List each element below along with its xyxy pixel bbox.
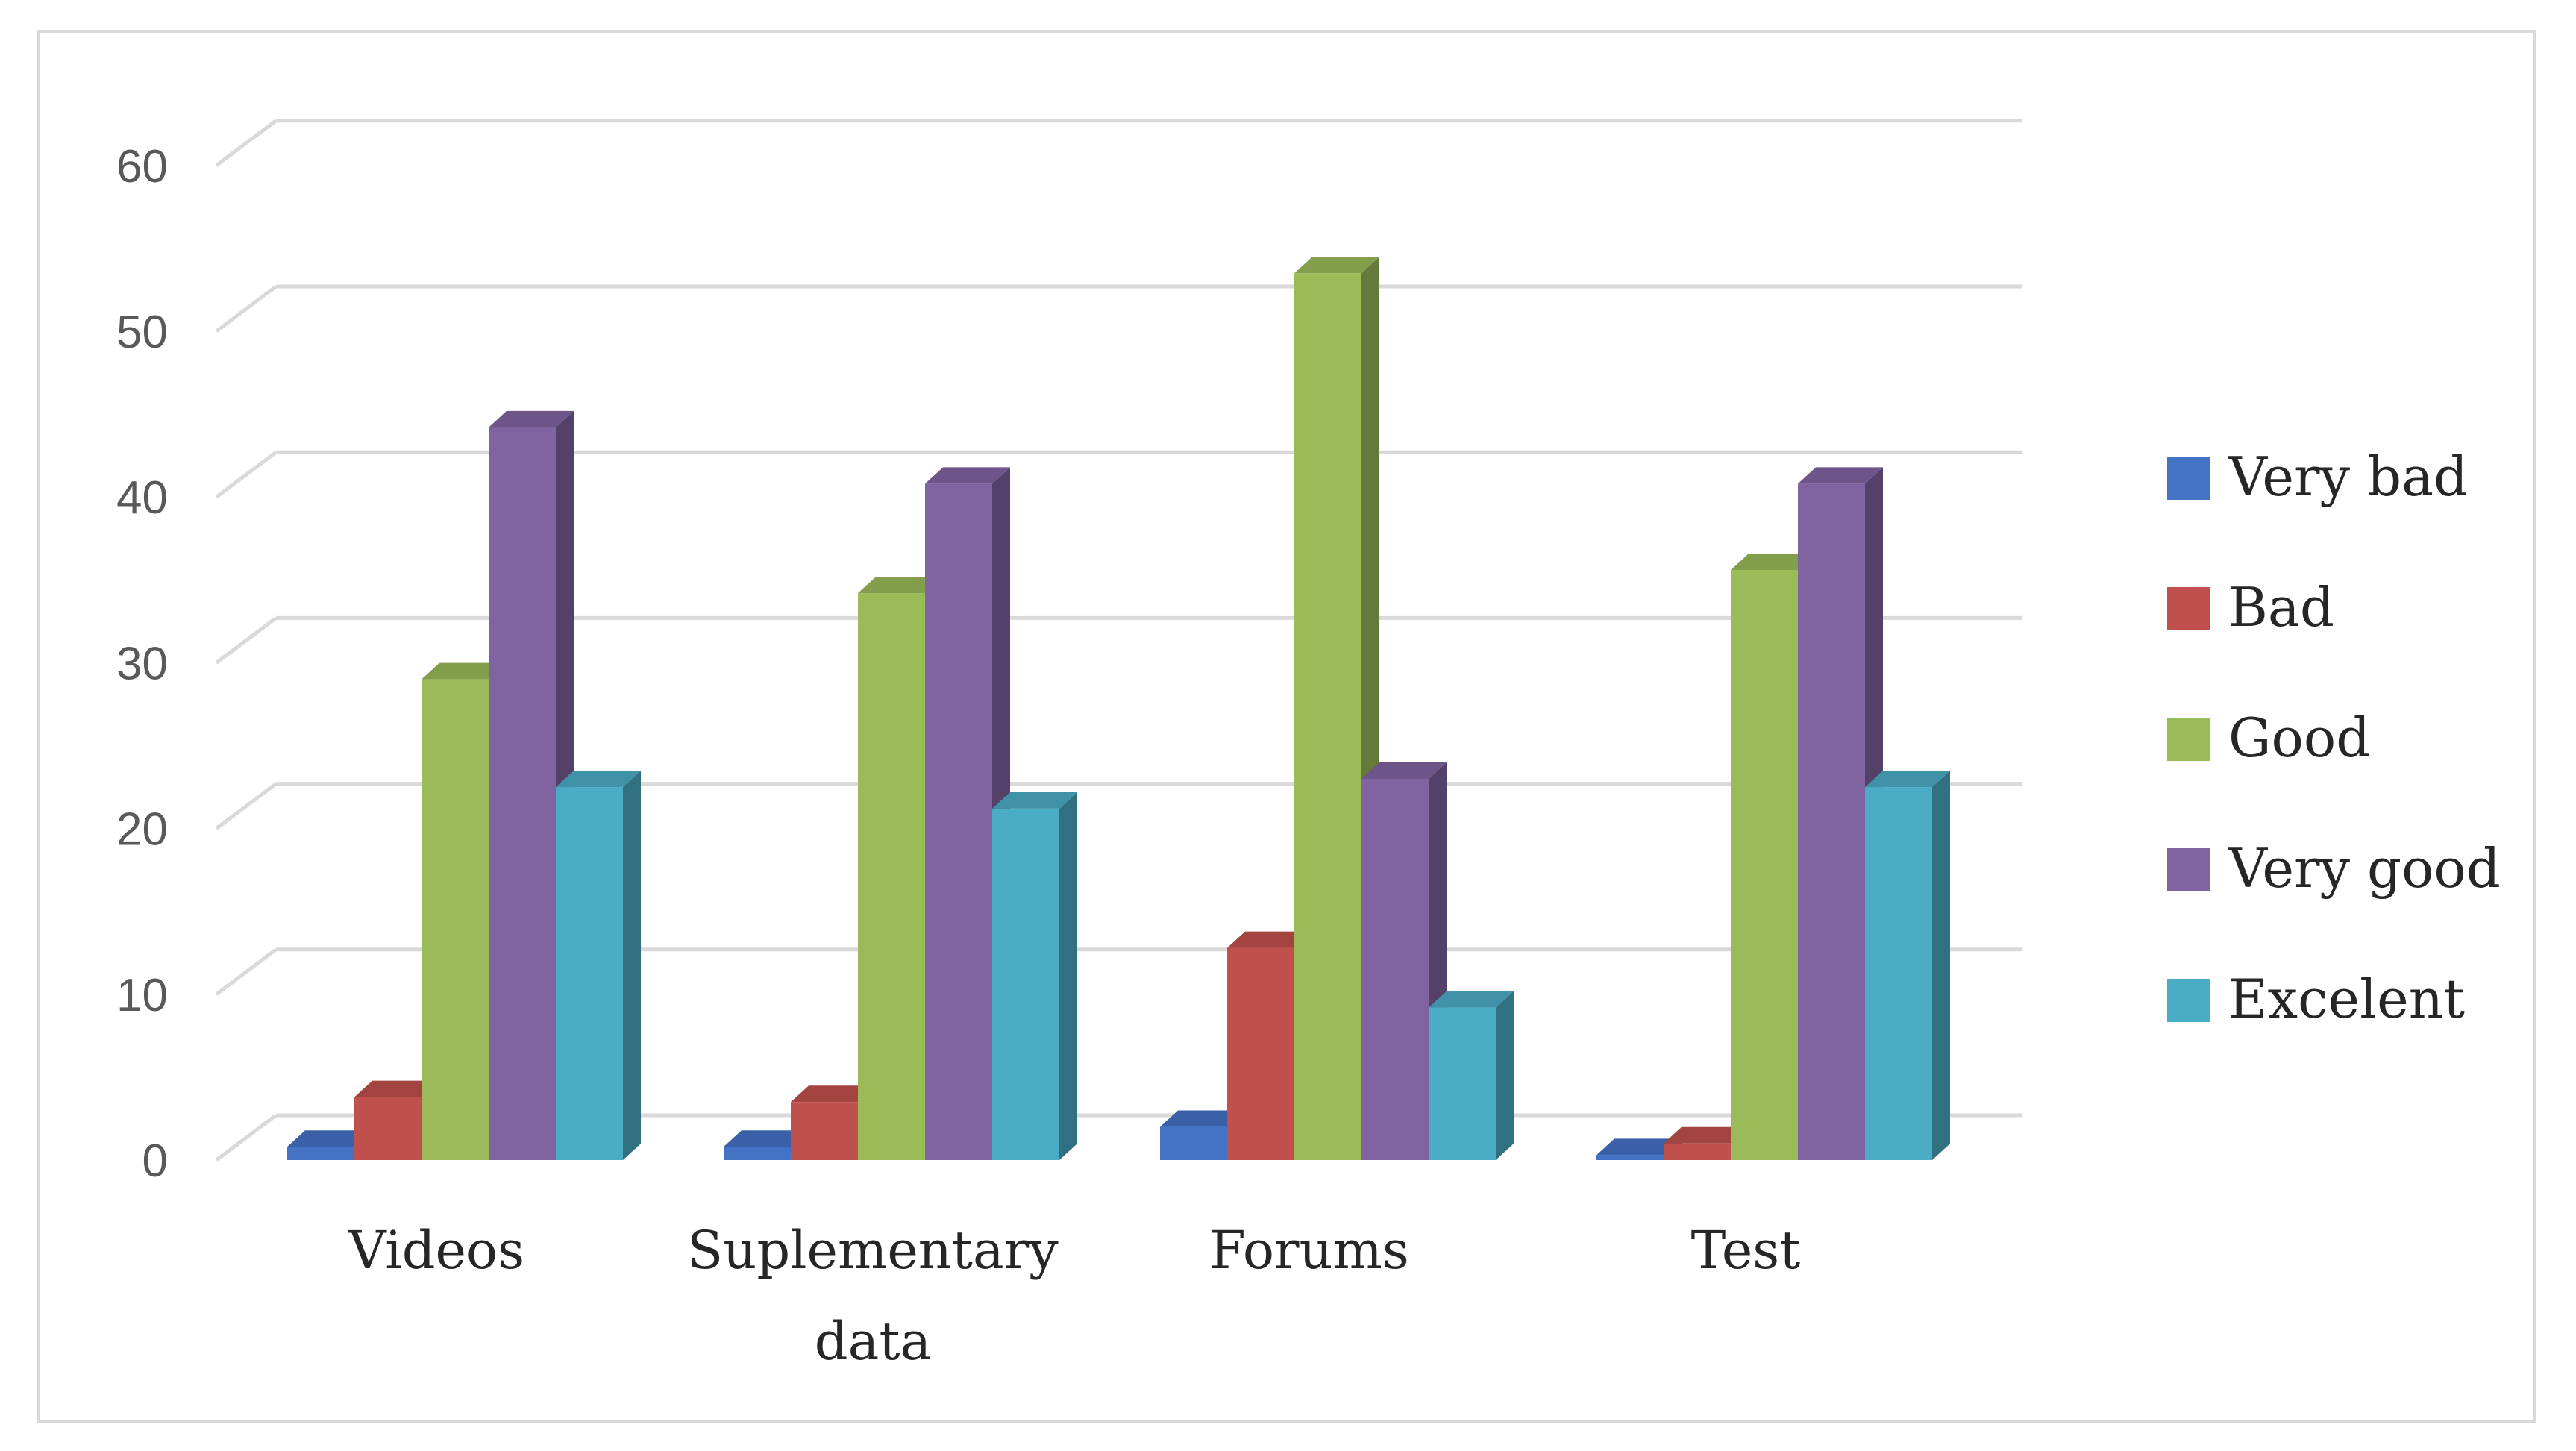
y-tick-label: 60	[116, 141, 168, 192]
bar-front	[287, 1147, 354, 1160]
legend-swatch	[2167, 848, 2210, 891]
bar-top	[489, 410, 574, 427]
y-tick-label: 40	[116, 472, 168, 524]
bar-side	[1059, 792, 1077, 1160]
bar-front	[556, 787, 623, 1160]
y-tick-label: 30	[116, 638, 168, 689]
bar	[1865, 771, 1950, 1160]
bar-front	[1227, 947, 1294, 1160]
bar-front	[1798, 483, 1865, 1160]
bar	[1227, 931, 1312, 1160]
x-axis-categories: Videos Suplementary data Forums Test	[348, 1220, 1800, 1372]
gridline-depth	[215, 119, 278, 167]
legend-label: Excelent	[2228, 968, 2465, 1030]
gridline-depth	[215, 285, 278, 333]
legend-item: Very good	[2167, 837, 2501, 900]
bar-front	[724, 1147, 791, 1160]
bar-front	[858, 593, 925, 1160]
gridline-depth	[215, 782, 278, 830]
bar-front	[1294, 273, 1361, 1161]
bar	[1798, 467, 1883, 1160]
bar-top	[1596, 1138, 1682, 1156]
x-category-label: Test	[1691, 1220, 1801, 1281]
legend-swatch	[2167, 718, 2210, 761]
bar-top	[1798, 467, 1883, 484]
bar-front	[1361, 778, 1429, 1160]
legend-item: Good	[2167, 706, 2370, 769]
y-tick-label: 20	[116, 804, 168, 856]
bar	[556, 771, 641, 1160]
bars	[287, 257, 1950, 1161]
bar-front	[489, 427, 556, 1160]
bar-front	[1664, 1143, 1731, 1160]
legend-swatch	[2167, 587, 2210, 630]
bar-top	[556, 771, 641, 788]
bar-side	[623, 771, 641, 1160]
bar-top	[791, 1085, 876, 1103]
bar-front	[1160, 1126, 1227, 1160]
gridline-depth	[215, 1114, 278, 1162]
bar-front	[1429, 1007, 1496, 1160]
bar-side	[1496, 991, 1514, 1160]
x-category-label: Forums	[1209, 1220, 1409, 1281]
bar-top	[992, 792, 1077, 809]
bar-front	[1731, 569, 1798, 1160]
legend-label: Very bad	[2228, 445, 2468, 508]
legend-label: Good	[2228, 706, 2370, 769]
legend-item: Bad	[2167, 576, 2334, 639]
y-tick-label: 0	[142, 1135, 168, 1187]
legend-item: Excelent	[2167, 968, 2465, 1030]
y-tick-label: 50	[116, 307, 168, 358]
bar-front	[992, 808, 1059, 1160]
y-tick-label: 10	[116, 970, 168, 1021]
y-axis: 0 10 20 30 40 50 60	[116, 141, 168, 1187]
bar-top	[1294, 257, 1379, 274]
bar-top	[858, 577, 943, 594]
bar	[724, 1130, 809, 1160]
bar	[992, 792, 1077, 1160]
bar	[1429, 991, 1514, 1160]
gridline-depth	[215, 451, 278, 499]
bar-top	[1227, 931, 1312, 948]
bar-front	[791, 1102, 858, 1160]
legend-label: Bad	[2228, 576, 2334, 639]
bar-top	[1664, 1126, 1749, 1144]
bar-front	[925, 483, 992, 1160]
bar-top	[925, 467, 1010, 484]
bar-front	[1865, 787, 1932, 1160]
x-category-label: Suplementary	[687, 1220, 1059, 1281]
x-category-label: data	[815, 1311, 931, 1372]
bar-front	[1596, 1155, 1664, 1160]
bar-top	[724, 1130, 809, 1147]
bar-top	[1731, 553, 1816, 570]
legend-swatch	[2167, 979, 2210, 1022]
bar-top	[1429, 991, 1514, 1008]
bar-front	[422, 679, 489, 1160]
bar-top	[354, 1080, 439, 1097]
gridline-depth	[215, 947, 278, 996]
bar-side	[1932, 771, 1950, 1160]
bar-top	[1160, 1110, 1245, 1127]
legend-item: Very bad	[2167, 445, 2468, 508]
x-category-label: Videos	[348, 1220, 524, 1281]
bar-top	[1865, 771, 1950, 788]
bar-front	[354, 1097, 422, 1160]
legend: Very bad Bad Good Very good Excelent	[2167, 445, 2501, 1030]
legend-label: Very good	[2228, 837, 2501, 900]
bar-top	[287, 1130, 372, 1147]
bar-top	[1361, 762, 1447, 779]
gridline-depth	[215, 616, 278, 665]
bar-top	[422, 662, 507, 680]
legend-swatch	[2167, 457, 2210, 500]
